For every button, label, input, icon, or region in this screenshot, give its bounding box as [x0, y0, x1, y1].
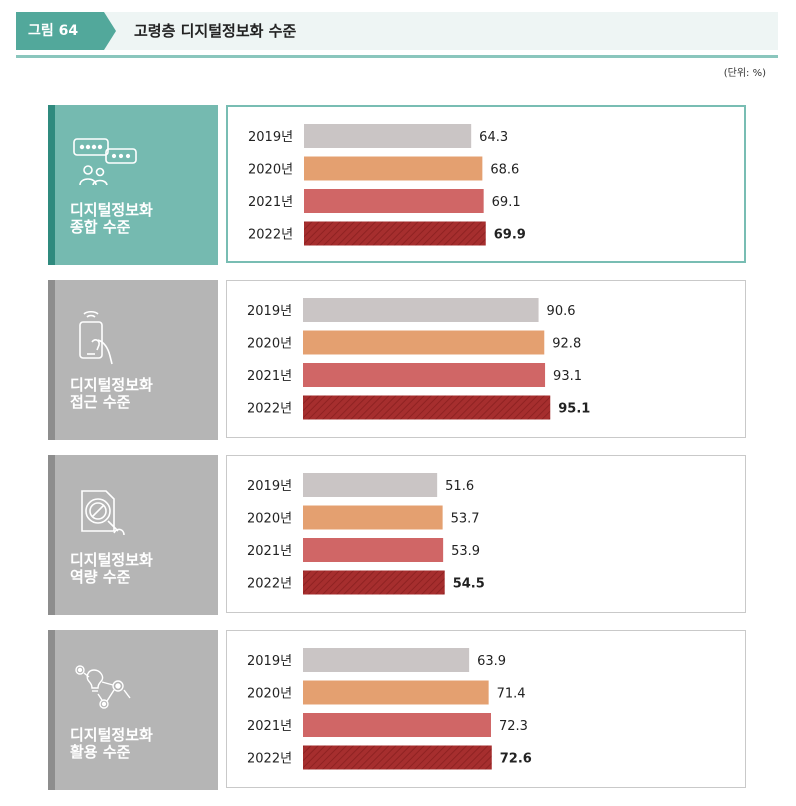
bar-2019 — [304, 124, 472, 148]
year-tick-label: 2022년 — [247, 402, 292, 417]
panel-title: 디지털정보화 활용 수준 — [70, 726, 153, 761]
bar-value-label: 54.5 — [453, 577, 485, 592]
year-tick-label: 2022년 — [247, 752, 292, 767]
chart-box: 2019년 63.9 2020년 71.4 2021년 72.3 2022년 72.6 — [226, 630, 746, 788]
panel-title: 디지털정보화 종합 수준 — [70, 201, 153, 236]
year-tick-label: 2019년 — [248, 130, 293, 145]
panel-title: 디지털정보화 접근 수준 — [70, 376, 153, 411]
year-tick-label: 2022년 — [248, 228, 293, 243]
chat-people-icon — [70, 135, 140, 191]
bar-value-label: 72.6 — [500, 752, 532, 767]
bar-value-label: 69.1 — [492, 195, 521, 210]
bar-value-label: 51.6 — [445, 479, 474, 494]
bar-value-label: 63.9 — [477, 654, 506, 669]
year-tick-label: 2019년 — [247, 654, 292, 669]
lightbulb-gears-icon — [70, 660, 140, 716]
bar-value-label: 53.9 — [451, 544, 480, 559]
bar-chart-competence: 2019년 51.6 2020년 53.7 2021년 53.9 2022년 54.5 — [247, 473, 485, 595]
bar-2019 — [303, 298, 539, 322]
year-tick-label: 2021년 — [248, 195, 293, 210]
bar-2020 — [303, 505, 443, 530]
panel-access: 디지털정보화 접근 수준 2019년 90.6 2020년 92.8 2021년 93.1… — [48, 280, 746, 440]
bar-chart-usage: 2019년 63.9 2020년 71.4 2021년 72.3 2022년 72.6 — [247, 648, 532, 770]
bar-2021 — [303, 713, 491, 737]
bar-value-label: 53.7 — [451, 512, 480, 527]
header-divider — [16, 55, 778, 58]
bar-value-label: 95.1 — [558, 402, 590, 417]
year-tick-label: 2021년 — [247, 719, 292, 734]
year-tick-label: 2021년 — [247, 544, 292, 559]
side-accent — [48, 630, 55, 790]
bar-value-label: 68.6 — [490, 163, 519, 178]
panel-title: 디지털정보화 역량 수준 — [70, 551, 153, 586]
panel-overall: 디지털정보화 종합 수준 2019년 64.3 2020년 68.6 2021년 69.1… — [48, 105, 746, 265]
panel-side: 디지털정보화 접근 수준 — [48, 280, 218, 440]
bar-2019 — [303, 648, 470, 672]
bar-value-label: 71.4 — [497, 687, 526, 702]
panel-side: 디지털정보화 종합 수준 — [48, 105, 218, 265]
figure-number: 그림 64 — [16, 12, 116, 50]
bar-value-label: 64.3 — [479, 130, 508, 145]
year-tick-label: 2020년 — [247, 512, 292, 527]
bar-2021 — [303, 538, 444, 562]
bar-2019 — [303, 473, 438, 497]
bar-2021 — [303, 363, 546, 387]
year-tick-label: 2019년 — [247, 304, 292, 319]
panel-side: 디지털정보화 역량 수준 — [48, 455, 218, 615]
bar-2020 — [303, 680, 489, 705]
bar-2022 — [303, 745, 492, 770]
bar-chart-access: 2019년 90.6 2020년 92.8 2021년 93.1 2022년 95.1 — [247, 298, 590, 420]
chart-box: 2019년 64.3 2020년 68.6 2021년 69.1 2022년 69.9 — [226, 105, 746, 263]
smartphone-hand-icon — [70, 310, 140, 366]
side-accent — [48, 455, 55, 615]
side-accent — [48, 280, 55, 440]
figure-title: 고령층 디지털정보화 수준 — [134, 22, 297, 40]
bar-value-label: 72.3 — [499, 719, 528, 734]
bar-2021 — [304, 189, 484, 213]
panel-competence: 디지털정보화 역량 수준 2019년 51.6 2020년 53.7 2021년 53.9… — [48, 455, 746, 615]
year-tick-label: 2019년 — [247, 479, 292, 494]
panel-usage: 디지털정보화 활용 수준 2019년 63.9 2020년 71.4 2021년 72.3… — [48, 630, 746, 790]
bar-value-label: 93.1 — [553, 369, 582, 384]
bar-2022 — [303, 570, 445, 595]
side-accent — [48, 105, 55, 265]
bar-chart-overall: 2019년 64.3 2020년 68.6 2021년 69.1 2022년 69.9 — [248, 124, 526, 246]
year-tick-label: 2020년 — [247, 687, 292, 702]
panel-side: 디지털정보화 활용 수준 — [48, 630, 218, 790]
bar-2022 — [303, 395, 551, 420]
year-tick-label: 2022년 — [247, 577, 292, 592]
year-tick-label: 2020년 — [247, 337, 292, 352]
bar-value-label: 69.9 — [494, 228, 526, 243]
year-tick-label: 2020년 — [248, 163, 293, 178]
bar-2020 — [303, 330, 545, 355]
figure-header: 그림 64 고령층 디지털정보화 수준 — [16, 12, 778, 50]
bar-2020 — [304, 156, 483, 181]
chart-box: 2019년 90.6 2020년 92.8 2021년 93.1 2022년 95.1 — [226, 280, 746, 438]
bar-2022 — [304, 221, 486, 246]
chart-box: 2019년 51.6 2020년 53.7 2021년 53.9 2022년 54.5 — [226, 455, 746, 613]
year-tick-label: 2021년 — [247, 369, 292, 384]
bar-value-label: 92.8 — [552, 337, 581, 352]
bar-value-label: 90.6 — [547, 304, 576, 319]
unit-label: (단위: %) — [723, 68, 766, 79]
magnifier-disc-icon — [70, 485, 140, 541]
